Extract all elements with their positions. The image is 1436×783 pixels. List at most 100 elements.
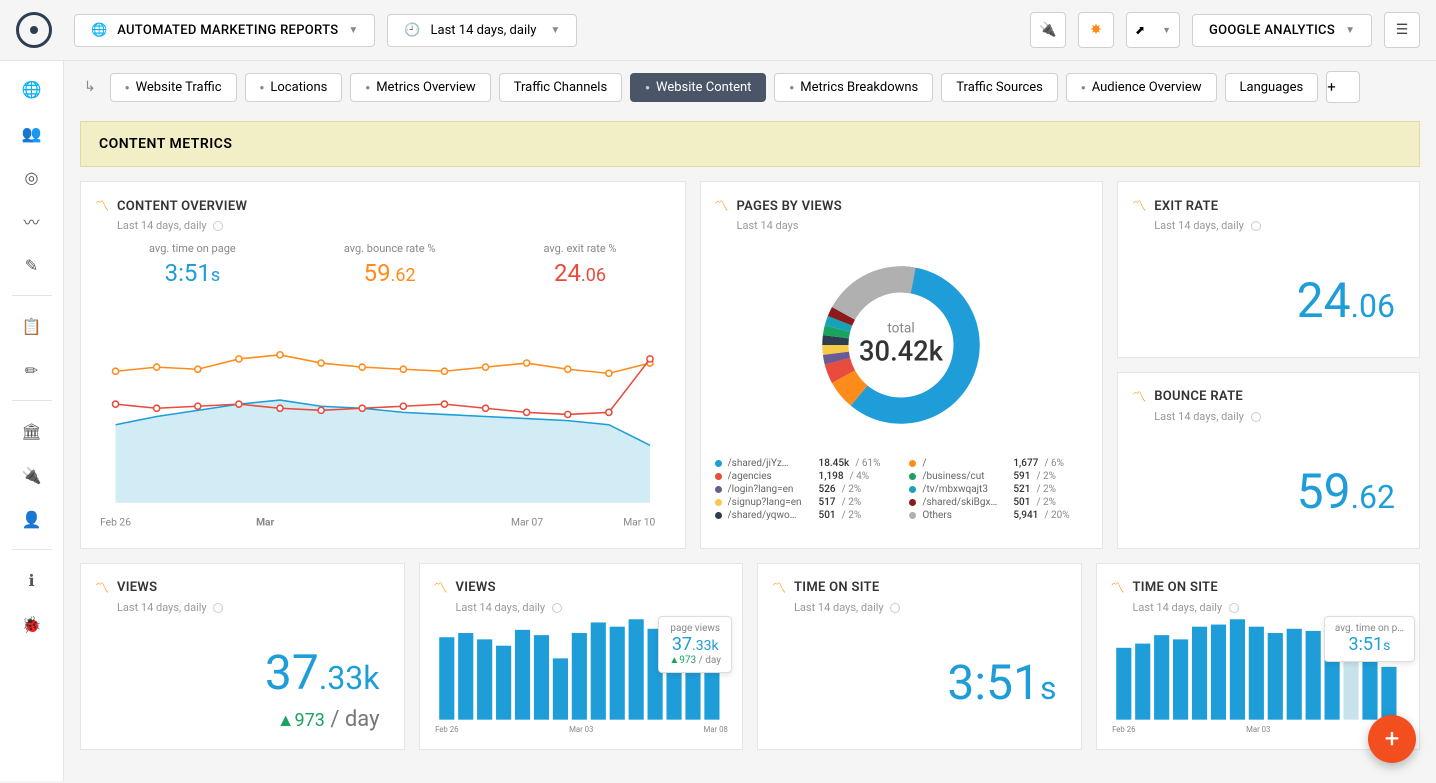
- add-tab-button[interactable]: +: [1326, 71, 1360, 103]
- time-on-site-chart-card: 〽 TIME ON SITE Last 14 days, daily Feb 2…: [1096, 563, 1421, 750]
- sidebar-chart[interactable]: 〰: [12, 203, 52, 239]
- views-kpi-card: 〽 VIEWS Last 14 days, daily 37.33k ▲973 …: [80, 563, 405, 750]
- chevron-down-icon: ▼: [550, 25, 560, 36]
- sidebar-plug[interactable]: 🔌: [12, 457, 52, 493]
- sidebar-clipboard[interactable]: 📋: [12, 308, 52, 344]
- views-value: 37.33k: [95, 644, 390, 701]
- metric: avg. time on page3:51s: [149, 242, 236, 287]
- tab-metrics-overview[interactable]: ●Metrics Overview: [350, 73, 490, 102]
- sidebar-bank[interactable]: 🏛: [12, 413, 52, 449]
- report-dropdown[interactable]: 🌐 AUTOMATED MARKETING REPORTS ▼: [74, 14, 375, 47]
- card-subtitle: Last 14 days, daily: [456, 601, 729, 614]
- bug-button[interactable]: ✸: [1078, 12, 1114, 48]
- chevron-down-icon: ▼: [1345, 25, 1355, 36]
- card-title: VIEWS: [456, 580, 496, 595]
- sidebar-target[interactable]: ◎: [12, 159, 52, 195]
- card-title: CONTENT OVERVIEW: [117, 199, 247, 214]
- exit-rate-card: 〽 EXIT RATE Last 14 days, daily 24.06: [1117, 181, 1420, 358]
- svg-text:Mar 10: Mar 10: [623, 515, 655, 528]
- time-on-site-kpi-card: 〽 TIME ON SITE Last 14 days, daily 3:51s: [757, 563, 1082, 750]
- legend-item: Others5,941 / 20%: [909, 510, 1088, 521]
- card-subtitle: Last 14 days, daily: [794, 601, 1067, 614]
- analytics-icon: 〽: [1132, 196, 1146, 216]
- svg-text:total: total: [888, 320, 915, 336]
- svg-text:Feb 26: Feb 26: [435, 724, 458, 733]
- tab-locations[interactable]: ●Locations: [245, 73, 343, 102]
- bug-icon: ✸: [1090, 22, 1102, 38]
- overview-line-chart: Feb 26 Mar Mar 07 Mar 10: [95, 287, 671, 534]
- tabs-arrow-icon: ↳: [84, 79, 96, 95]
- share-dropdown[interactable]: ⬈ ▼: [1126, 12, 1180, 48]
- clock-icon: 🕘: [404, 23, 420, 38]
- card-title: BOUNCE RATE: [1154, 389, 1243, 404]
- metric: avg. bounce rate %59.62: [344, 242, 436, 287]
- report-dropdown-label: AUTOMATED MARKETING REPORTS: [117, 23, 338, 38]
- svg-text:Feb 26: Feb 26: [100, 515, 131, 528]
- sidebar-pencil[interactable]: ✎: [12, 247, 52, 283]
- card-title: TIME ON SITE: [1133, 580, 1218, 595]
- card-title: TIME ON SITE: [794, 580, 879, 595]
- svg-text:Mar 07: Mar 07: [511, 515, 543, 528]
- content-overview-card: 〽 CONTENT OVERVIEW Last 14 days, daily a…: [80, 181, 686, 549]
- card-subtitle: Last 14 days, daily: [117, 219, 671, 232]
- legend-item: /business/cut591 / 2%: [909, 471, 1088, 482]
- time-on-site-value: 3:51s: [772, 654, 1067, 711]
- analytics-icon: 〽: [715, 196, 729, 216]
- analytics-icon: 〽: [1132, 387, 1146, 407]
- card-title: PAGES BY VIEWS: [737, 199, 842, 214]
- metric: avg. exit rate %24.06: [543, 242, 616, 287]
- sidebar-user[interactable]: 👤: [12, 501, 52, 537]
- sidebar-info[interactable]: ℹ: [12, 562, 52, 598]
- legend-item: /shared/yqwo…501 / 2%: [715, 510, 894, 521]
- tab-traffic-sources[interactable]: Traffic Sources: [941, 73, 1058, 102]
- sidebar: 🌐 👥 ◎ 〰 ✎ 📋 ✏ 🏛 🔌 👤 ℹ 🐞: [0, 61, 64, 781]
- daterange-dropdown[interactable]: 🕘 Last 14 days, daily ▼: [387, 14, 577, 47]
- share-icon: ⬈: [1135, 23, 1145, 37]
- sidebar-edit[interactable]: ✏: [12, 352, 52, 388]
- time-on-site-tooltip: avg. time on p… 3:51s: [1324, 616, 1415, 662]
- legend-item: /login?lang=en526 / 2%: [715, 484, 894, 495]
- daterange-label: Last 14 days, daily: [431, 23, 537, 38]
- svg-text:Mar 08: Mar 08: [703, 724, 727, 733]
- tab-languages[interactable]: Languages: [1225, 73, 1319, 102]
- analytics-icon: 〽: [95, 578, 109, 598]
- card-subtitle: Last 14 days, daily: [1154, 410, 1405, 423]
- menu-button[interactable]: ☰: [1384, 12, 1420, 48]
- legend-item: /shared/jiYz…18.45k / 61%: [715, 458, 894, 469]
- legend-item: /signup?lang=en517 / 2%: [715, 497, 894, 508]
- legend-item: /shared/skiBgx…501 / 2%: [909, 497, 1088, 508]
- tab-website-content[interactable]: ●Website Content: [630, 73, 766, 102]
- sidebar-globe[interactable]: 🌐: [12, 71, 52, 107]
- tab-traffic-channels[interactable]: Traffic Channels: [499, 73, 622, 102]
- chevron-down-icon: ▼: [1162, 25, 1171, 36]
- exit-rate-value: 24.06: [1132, 272, 1405, 329]
- fab-add-button[interactable]: +: [1368, 715, 1416, 763]
- legend-item: /1,677 / 6%: [909, 458, 1088, 469]
- views-tooltip: page views 37.33k ▲973 / day: [658, 616, 732, 673]
- card-subtitle: Last 14 days, daily: [1154, 219, 1405, 232]
- svg-text:Feb 26: Feb 26: [1112, 724, 1135, 733]
- tab-metrics-breakdowns[interactable]: ●Metrics Breakdowns: [774, 73, 933, 102]
- svg-text:Mar: Mar: [256, 515, 274, 528]
- globe-icon: 🌐: [91, 23, 107, 38]
- legend-item: /tv/mbxwqajt3521 / 2%: [909, 484, 1088, 495]
- svg-text:Mar 03: Mar 03: [569, 724, 593, 733]
- card-title: VIEWS: [117, 580, 157, 595]
- bounce-rate-card: 〽 BOUNCE RATE Last 14 days, daily 59.62: [1117, 372, 1420, 549]
- tab-website-traffic[interactable]: ●Website Traffic: [110, 73, 237, 102]
- legend-item: /agencies1,198 / 4%: [715, 471, 894, 482]
- hamburger-icon: ☰: [1396, 22, 1409, 38]
- tab-audience-overview[interactable]: ●Audience Overview: [1066, 73, 1217, 102]
- source-dropdown[interactable]: GOOGLE ANALYTICS ▼: [1192, 14, 1372, 47]
- source-label: GOOGLE ANALYTICS: [1209, 23, 1335, 38]
- sidebar-bug[interactable]: 🐞: [12, 606, 52, 642]
- plug-button[interactable]: 🔌: [1030, 12, 1066, 48]
- card-subtitle: Last 14 days, daily: [1133, 601, 1406, 614]
- donut-chart: total30.42k: [796, 240, 1006, 450]
- bounce-rate-value: 59.62: [1132, 463, 1405, 520]
- app-logo[interactable]: [16, 12, 52, 48]
- chevron-down-icon: ▼: [348, 25, 358, 36]
- svg-text:Mar 03: Mar 03: [1246, 724, 1270, 733]
- analytics-icon: 〽: [95, 196, 109, 216]
- sidebar-users[interactable]: 👥: [12, 115, 52, 151]
